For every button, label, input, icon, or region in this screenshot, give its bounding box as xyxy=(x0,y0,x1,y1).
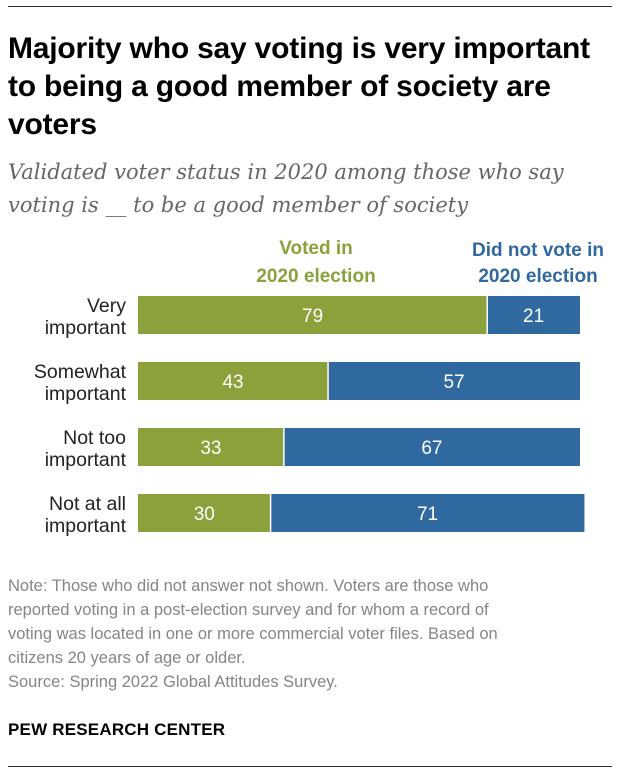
chart-title: Majority who say voting is very importan… xyxy=(8,32,590,141)
data-label: 33 xyxy=(200,438,221,459)
bar-voted xyxy=(138,362,329,400)
category-label: Not at all important xyxy=(45,493,127,537)
note-line: reported voting in a post-election surve… xyxy=(8,601,489,619)
bar-did-not-vote xyxy=(487,296,580,334)
data-label: 57 xyxy=(443,372,464,393)
note-line: Note: Those who did not answer not shown… xyxy=(8,577,489,595)
data-label: 71 xyxy=(417,504,438,525)
bar-voted xyxy=(138,494,271,532)
data-label: 67 xyxy=(421,438,442,459)
bar-did-not-vote xyxy=(283,428,580,466)
data-label: 79 xyxy=(302,306,323,327)
bar-did-not-vote xyxy=(270,494,585,532)
stacked-bar-chart: Voted in 2020 election Did not vote in 2020… xyxy=(34,238,604,537)
bar-voted xyxy=(138,296,488,334)
data-label: 21 xyxy=(523,306,544,327)
top-rule xyxy=(8,6,612,7)
bar-voted xyxy=(138,428,284,466)
note-line: voting was located in one or more commer… xyxy=(8,625,498,643)
source-line: Source: Spring 2022 Global Attitudes Sur… xyxy=(8,673,338,691)
note-line: citizens 20 years of age or older. xyxy=(8,649,246,667)
data-label: 30 xyxy=(194,504,215,525)
category-label: Not too important xyxy=(45,427,127,471)
category-label: Somewhat important xyxy=(34,361,127,405)
category-label: Very important xyxy=(45,295,127,339)
legend-did-not-vote: Did not vote in 2020 election xyxy=(472,240,604,287)
chart-note: Note: Those who did not answer not shown… xyxy=(8,574,614,694)
chart-subtitle: Validated voter status in 2020 among tho… xyxy=(8,160,564,217)
legend-voted: Voted in 2020 election xyxy=(256,238,375,287)
data-label: 43 xyxy=(222,372,243,393)
bar-did-not-vote xyxy=(328,362,580,400)
brand-logo-text: PEW RESEARCH CENTER xyxy=(8,720,226,739)
bottom-rule xyxy=(8,766,612,767)
